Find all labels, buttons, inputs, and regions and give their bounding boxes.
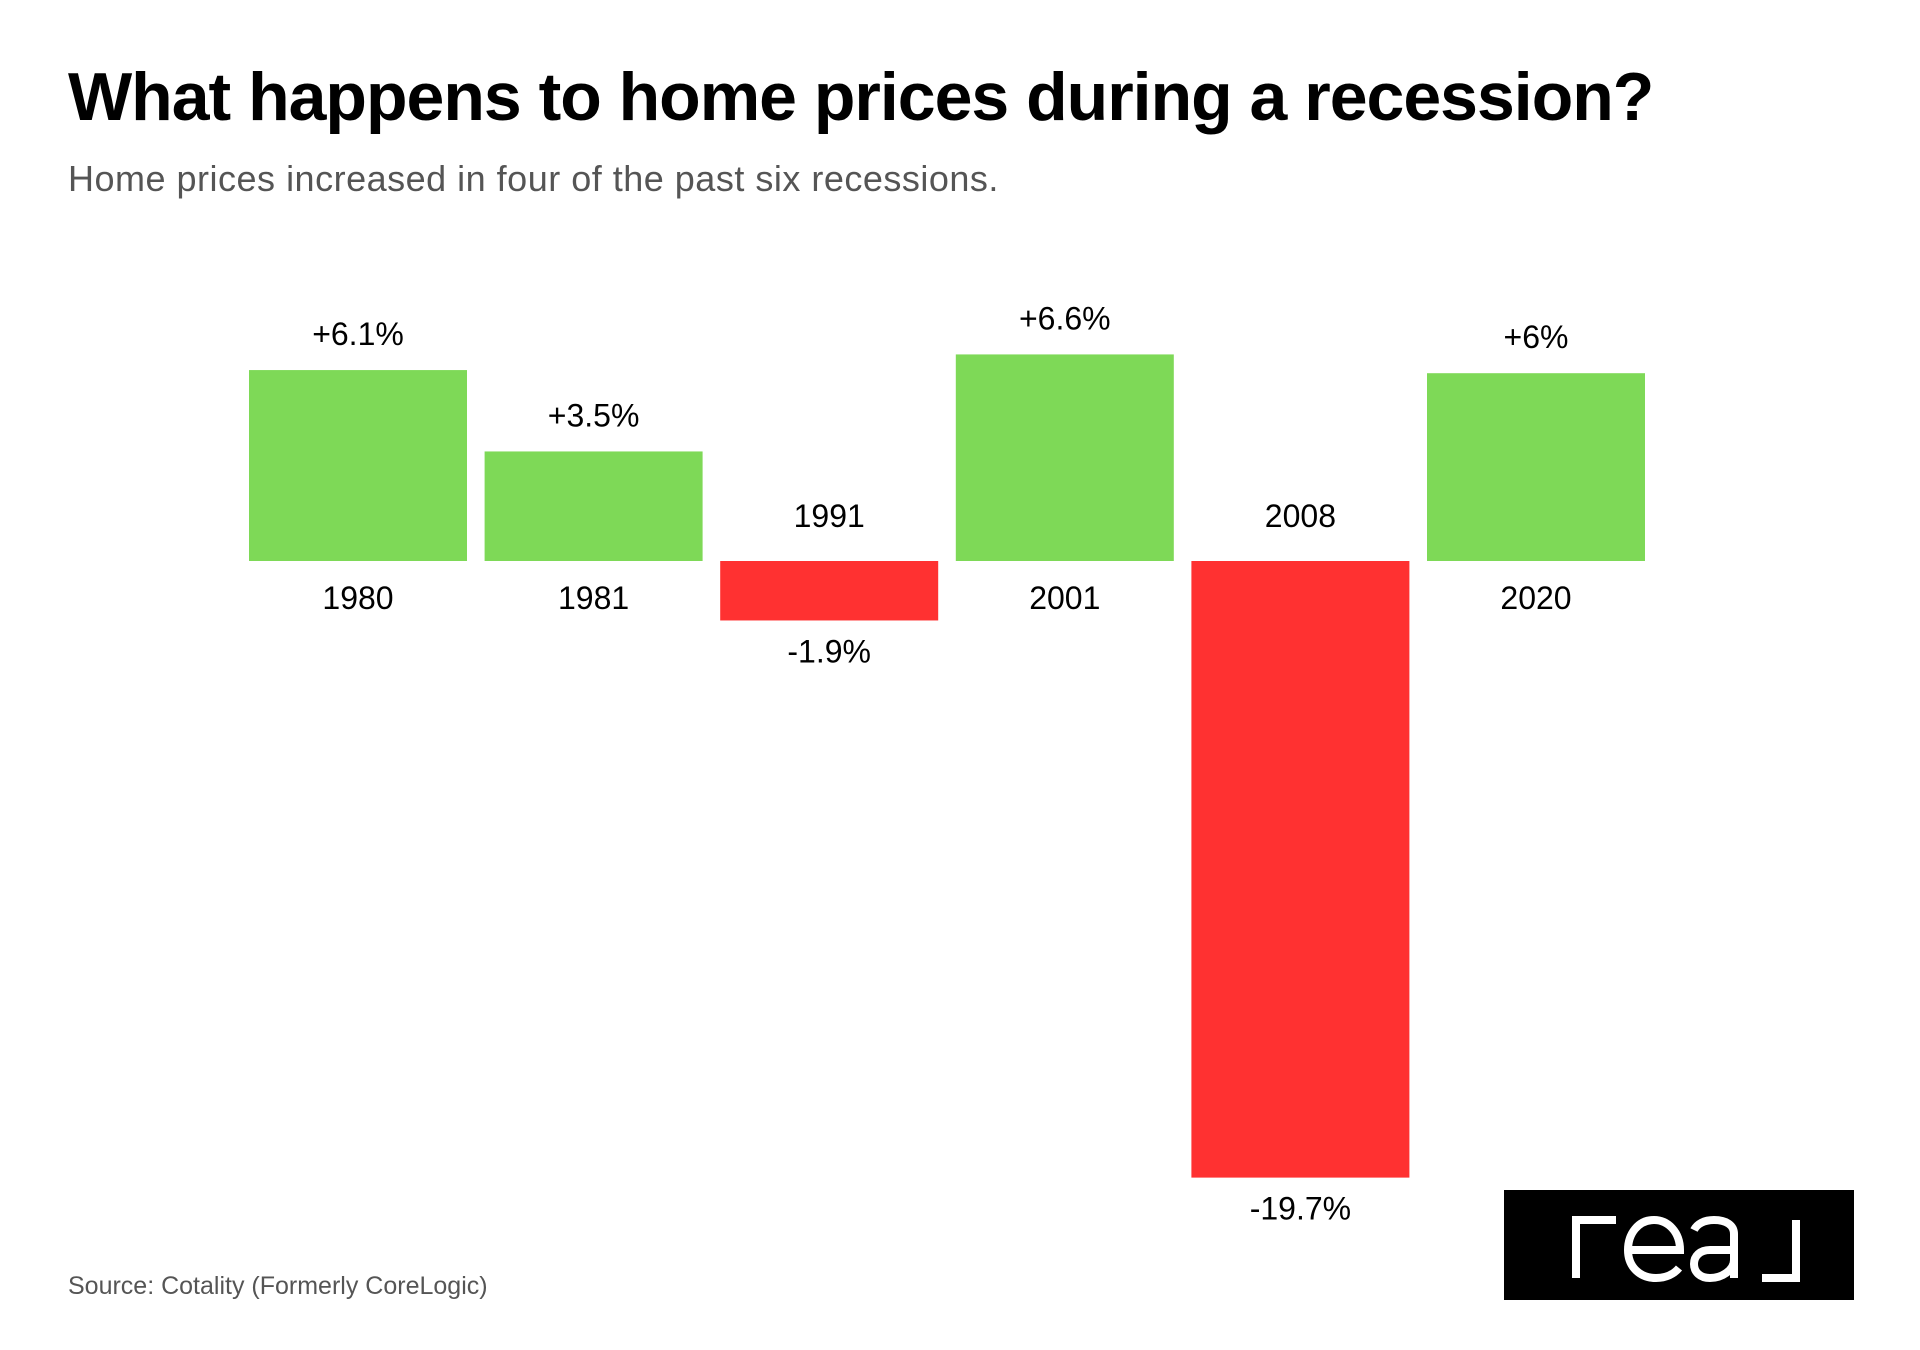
chart-subtitle: Home prices increased in four of the pas… — [68, 158, 999, 199]
source-note: Source: Cotality (Formerly CoreLogic) — [68, 1272, 488, 1300]
category-label-1980: 1980 — [322, 580, 393, 616]
category-label-2020: 2020 — [1500, 580, 1571, 616]
category-label-2008: 2008 — [1265, 498, 1336, 534]
category-label-1991: 1991 — [794, 498, 865, 534]
bar-2020 — [1427, 373, 1645, 561]
bar-1981 — [484, 451, 703, 561]
bar-1991 — [720, 561, 939, 621]
bar-2001 — [955, 354, 1174, 561]
category-label-1981: 1981 — [558, 580, 629, 616]
value-label-1991: -1.9% — [787, 633, 871, 669]
value-label-2001: +6.6% — [1019, 300, 1111, 336]
real-logo-mark — [1572, 1215, 1800, 1283]
value-label-2020: +6% — [1504, 319, 1569, 355]
bar-2008 — [1191, 561, 1410, 1178]
value-label-2008: -19.7% — [1250, 1191, 1351, 1227]
category-label-2001: 2001 — [1029, 580, 1100, 616]
brand-logo — [1504, 1190, 1854, 1300]
value-label-1980: +6.1% — [312, 316, 404, 352]
value-label-1981: +3.5% — [548, 397, 640, 433]
chart-title: What happens to home prices during a rec… — [68, 59, 1654, 135]
bar-1980 — [249, 370, 467, 561]
